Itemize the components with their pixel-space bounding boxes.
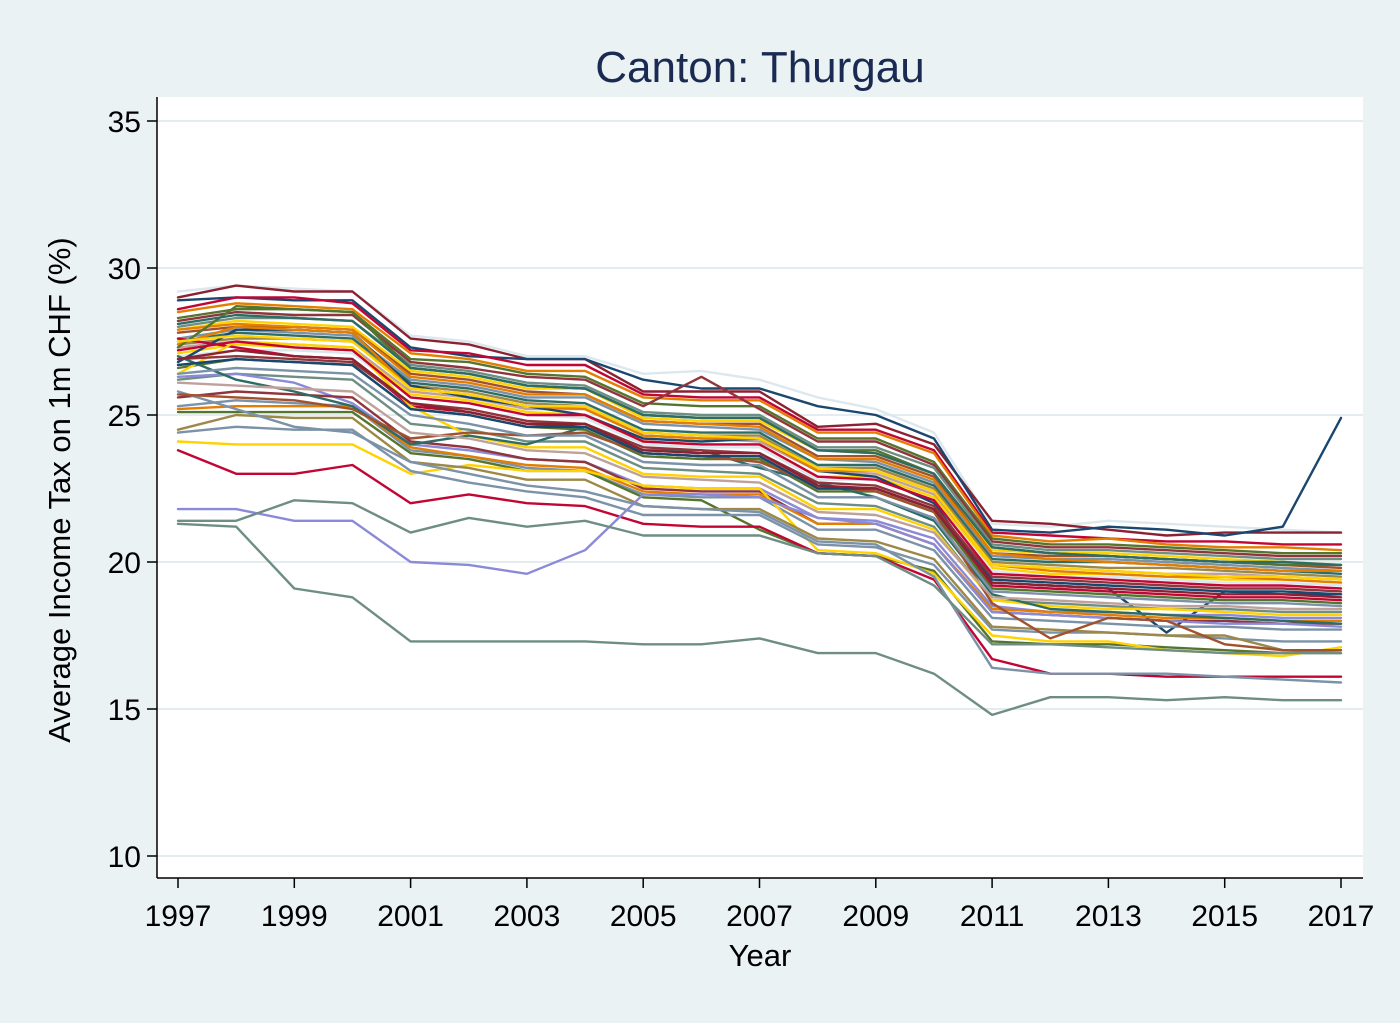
x-tick-label: 2011 (960, 900, 1025, 933)
x-tick-label: 1999 (261, 900, 328, 933)
series-lines (176, 284, 1343, 717)
series-line-28 (176, 440, 1343, 658)
y-axis-ticks: 10 15 20 25 30 35 (108, 106, 157, 874)
series-line-4 (176, 296, 1343, 546)
x-tick-label: 2009 (842, 900, 909, 933)
y-axis-label: Average Income Tax on 1m CHF (%) (42, 237, 77, 742)
y-tick-label: 15 (108, 694, 141, 727)
x-tick-label: 2005 (610, 900, 677, 933)
series-line-35 (176, 522, 1343, 717)
series-line-39 (176, 357, 1343, 596)
series-line-38 (176, 381, 1343, 611)
series-line-34 (176, 499, 1343, 655)
series-line-3 (176, 296, 1343, 537)
series-line-46 (176, 349, 1343, 599)
x-tick-label: 2007 (726, 900, 793, 933)
series-line-47 (176, 366, 1343, 608)
y-tick-label: 35 (108, 106, 141, 139)
x-tick-label: 2003 (494, 900, 561, 933)
x-tick-label: 2001 (377, 900, 444, 933)
y-tick-label: 20 (108, 547, 141, 580)
chart-title: Canton: Thurgau (595, 43, 924, 92)
y-tick-label: 10 (108, 841, 141, 874)
series-line-2 (176, 284, 1343, 537)
series-line-5 (176, 302, 1343, 552)
x-tick-label: 2015 (1191, 900, 1258, 933)
series-line-37 (176, 393, 1343, 652)
series-line-40 (176, 340, 1343, 590)
y-tick-label: 30 (108, 253, 141, 286)
series-line-41 (176, 322, 1343, 572)
x-tick-label: 1997 (145, 900, 212, 933)
x-axis-ticks: 1997 1999 2001 2003 2005 2007 2009 2011 2013 2015… (145, 878, 1375, 933)
series-line-6 (176, 308, 1343, 555)
series-line-31 (176, 413, 1343, 655)
y-tick-label: 25 (108, 400, 141, 433)
x-tick-label: 2017 (1308, 900, 1375, 933)
x-tick-label: 2013 (1075, 900, 1142, 933)
x-axis-label: Year (729, 938, 792, 973)
series-line-30 (176, 449, 1343, 678)
series-line-44 (176, 334, 1343, 581)
series-line-32 (176, 390, 1343, 684)
series-line-45 (176, 313, 1343, 567)
series-line-9 (176, 319, 1343, 567)
